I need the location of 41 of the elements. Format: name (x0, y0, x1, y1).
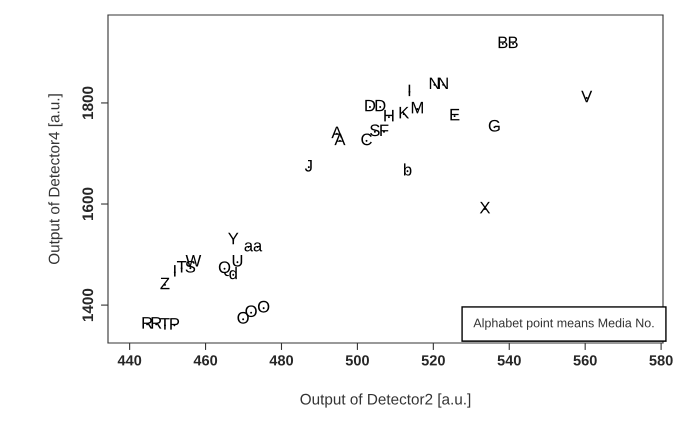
x-axis-title: Output of Detector2 [a.u.] (300, 393, 470, 408)
data-label: D (376, 100, 386, 112)
data-label: O (258, 300, 270, 313)
data-label: V (581, 90, 592, 102)
x-tick-label: 520 (422, 355, 445, 366)
data-label: J (304, 160, 312, 172)
data-label: S (370, 124, 380, 136)
data-label: X (480, 202, 490, 214)
x-tick-label: 540 (498, 355, 521, 366)
data-label: D (365, 100, 376, 112)
data-label: G (488, 120, 500, 132)
data-label: B (508, 36, 518, 48)
y-tick-label: 1400 (82, 288, 94, 322)
data-label: R (152, 317, 162, 329)
data-label: R (142, 317, 152, 329)
x-tick-label: 460 (194, 355, 218, 366)
data-label: P (170, 318, 180, 330)
y-tick-label: 1800 (82, 86, 94, 119)
x-tick-label: 580 (649, 355, 673, 366)
annotation: Alphabet point means Media No. (473, 318, 654, 330)
y-axis-title: Output of Detector4 [a.u.] (48, 94, 63, 264)
data-label: E (450, 108, 460, 120)
data-label: a (244, 242, 254, 252)
data-label: a (254, 242, 262, 252)
x-tick-label: 500 (346, 355, 369, 366)
data-label: H (384, 110, 394, 122)
x-tick-label: 560 (573, 355, 597, 366)
data-label: Z (160, 278, 170, 290)
data-label: F (380, 124, 388, 136)
data-label: b (404, 163, 412, 176)
data-label: d (229, 267, 237, 280)
data-label: Q (218, 261, 230, 276)
data-label: K (400, 106, 410, 118)
data-label: C (361, 134, 372, 146)
data-label: M (412, 102, 423, 114)
data-label: U (232, 254, 242, 267)
y-tick-label: 1600 (82, 188, 94, 220)
x-tick-label: 440 (118, 355, 142, 366)
data-label: N (430, 78, 440, 90)
data-label: B (498, 36, 508, 48)
x-tick-label: 480 (270, 355, 294, 366)
